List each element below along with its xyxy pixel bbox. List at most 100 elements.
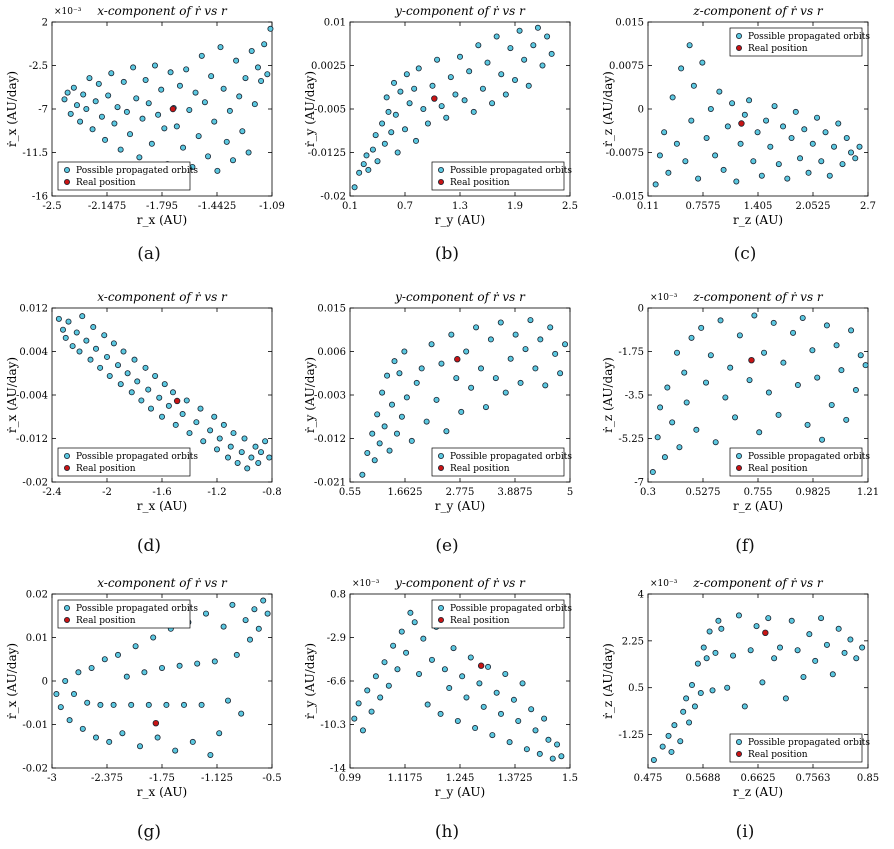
x-axis-label: r_y (AU): [435, 499, 485, 513]
x-axis-label: r_z (AU): [733, 213, 783, 227]
orbit-point: [678, 65, 685, 72]
chart-title: z-component of ṙ vs r: [692, 576, 824, 590]
orbit-point: [120, 348, 127, 355]
y-tick-label: 0.02: [26, 590, 48, 601]
orbit-point: [258, 77, 265, 84]
orbit-point: [805, 169, 812, 176]
y-tick-label: 0.015: [615, 18, 644, 29]
orbit-point: [716, 88, 723, 95]
orbit-point: [671, 722, 678, 729]
legend-real-marker: [437, 617, 444, 624]
y-tick-label: -2.9: [327, 633, 346, 644]
orbit-point: [255, 459, 262, 466]
x-tick-label: -2.1475: [88, 201, 126, 212]
orbit-point: [424, 120, 431, 127]
orbit-point: [381, 659, 388, 666]
orbit-point: [173, 123, 180, 130]
orbit-point: [242, 75, 249, 82]
orbit-point: [479, 85, 486, 92]
y-tick-label: 0.004: [19, 347, 48, 358]
orbit-point: [388, 129, 395, 136]
orbit-point: [790, 329, 797, 336]
orbit-point: [207, 427, 214, 434]
orbit-point: [459, 673, 466, 680]
orbit-point: [814, 374, 821, 381]
orbit-point: [852, 387, 859, 394]
chart-legend: Possible propagated orbits Real position: [729, 733, 870, 763]
orbit-point: [741, 703, 748, 710]
orbit-point: [254, 64, 261, 71]
orbit-point: [763, 117, 770, 124]
orbit-point: [229, 601, 236, 608]
orbit-point: [66, 717, 73, 724]
orbit-point: [747, 647, 754, 654]
orbit-point: [381, 140, 388, 147]
chart-panel-e: y-component of ṙ vs r 0.55 1.6625 2.775 3.88…: [298, 286, 592, 526]
orbit-point: [688, 334, 695, 341]
orbit-point: [211, 658, 218, 665]
orbit-point: [715, 617, 722, 624]
y-tick-label: -0.015: [612, 192, 644, 203]
orbit-point: [87, 356, 94, 363]
orbit-point: [93, 734, 100, 741]
orbit-point: [194, 660, 201, 667]
orbit-point: [695, 175, 702, 182]
orbit-point: [111, 120, 118, 127]
y-tick-label: -0.0075: [606, 148, 644, 159]
orbit-point: [703, 379, 710, 386]
orbit-point: [841, 649, 848, 656]
orbit-point: [205, 153, 212, 160]
caption-d: (d): [136, 536, 162, 556]
x-tick-label: 1.3725: [498, 773, 533, 784]
orbit-point: [381, 423, 388, 430]
y-axis-label: ṙ_y (AU/day): [303, 357, 317, 433]
orbit-point: [848, 149, 855, 156]
orbit-point: [392, 111, 399, 118]
orbit-point: [683, 399, 690, 406]
y-tick-label: 0: [42, 677, 48, 688]
orbit-point: [428, 656, 435, 663]
orbit-point: [502, 389, 509, 396]
orbit-point: [437, 710, 444, 717]
x-tick-label: -3: [47, 773, 57, 784]
orbit-point: [201, 99, 208, 106]
orbit-point: [493, 33, 500, 40]
orbit-point: [363, 152, 370, 159]
caption-g: (g): [136, 822, 162, 842]
y-tick-label: -0.012: [314, 434, 346, 445]
orbit-point: [95, 80, 102, 87]
orbit-point: [754, 129, 761, 136]
legend-entry: Real position: [76, 616, 136, 626]
scatter-points: [55, 313, 273, 472]
orbit-point: [101, 656, 108, 663]
legend-orbit-marker: [735, 738, 742, 745]
orbit-point: [475, 42, 482, 49]
orbit-point: [794, 647, 801, 654]
legend-real-marker: [735, 464, 742, 471]
orbit-point: [502, 91, 509, 98]
chart-legend: Possible propagated orbits Real position: [57, 161, 198, 191]
legend-entry: Possible propagated orbits: [76, 166, 198, 176]
orbit-point: [60, 326, 67, 333]
y-tick-label: -0.003: [314, 391, 346, 402]
orbit-point: [372, 132, 379, 139]
orbit-point: [115, 651, 122, 658]
orbit-point: [246, 636, 253, 643]
orbit-point: [669, 419, 676, 426]
orbit-point: [800, 673, 807, 680]
orbit-point: [818, 615, 825, 622]
real-position-point: [748, 356, 755, 364]
chart-svg: x-component of ṙ vs r -2.5 -2.1475 -1.795 -1…: [5, 4, 285, 227]
orbit-point: [848, 327, 855, 334]
orbit-point: [213, 446, 220, 453]
orbit-point: [668, 748, 675, 755]
x-tick-label: -2.4: [42, 487, 61, 498]
orbit-point: [429, 82, 436, 89]
y-tick-label: 2: [42, 18, 48, 29]
orbit-point: [853, 655, 860, 662]
orbit-point: [411, 85, 418, 92]
orbit-point: [180, 701, 187, 708]
orbit-point: [700, 644, 707, 651]
orbit-point: [659, 743, 666, 750]
orbit-point: [724, 123, 731, 130]
